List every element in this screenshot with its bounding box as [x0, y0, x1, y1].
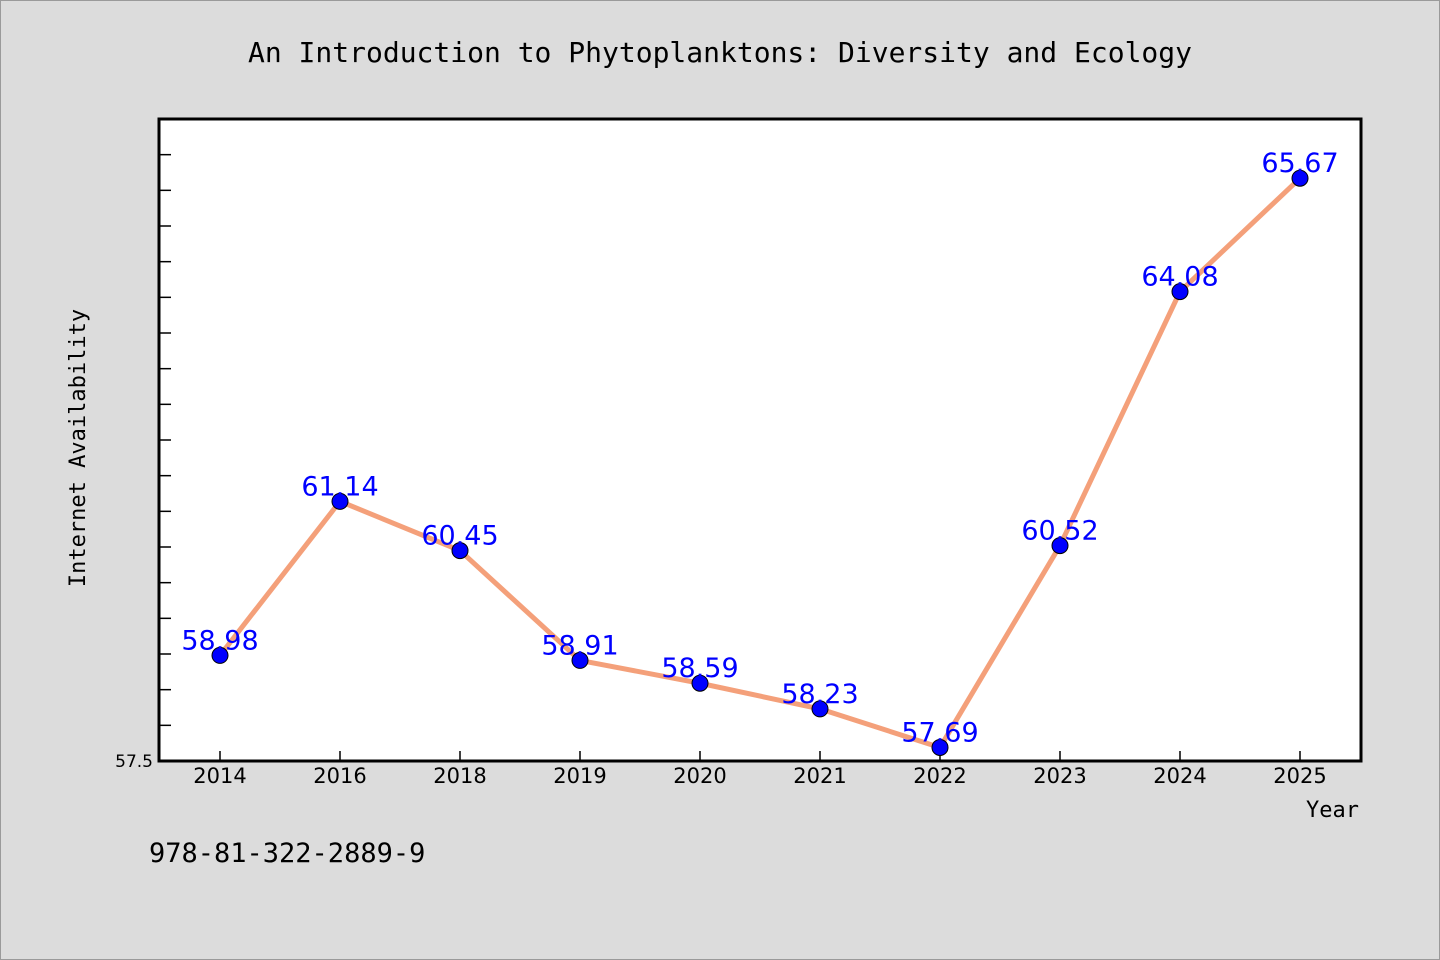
data-markers	[211, 169, 1309, 756]
data-labels: 58.98 61.14 60.45 58.91 58.59 58.23 57.69 60.52…	[181, 148, 1338, 748]
x-axis-ticks	[219, 751, 1301, 761]
x-tick-label-2022: 2022	[913, 764, 966, 788]
x-tick-label-2024: 2024	[1153, 764, 1206, 788]
data-point-2018	[451, 542, 469, 560]
data-point-2025	[1291, 169, 1309, 187]
y-tick-label: 57.5	[115, 752, 153, 772]
plot-area	[157, 117, 1363, 763]
x-tick-labels: 2014 2016 2018 2019 2020 2021 2022 2023 2024 2025	[193, 764, 1326, 788]
x-tick-label-2016: 2016	[313, 764, 366, 788]
x-axis-label: Year	[1306, 798, 1359, 823]
data-point-2020	[691, 674, 709, 692]
data-point-2021	[811, 700, 829, 718]
data-label-2022: 57.69	[901, 717, 978, 748]
y-axis-ticks	[159, 118, 171, 762]
x-tick-label-2021: 2021	[793, 764, 846, 788]
data-label-2020: 58.59	[661, 653, 738, 684]
data-point-2016	[331, 492, 349, 510]
data-label-2024: 64.08	[1141, 262, 1218, 293]
chart-title: An Introduction to Phytoplanktons: Diver…	[248, 36, 1192, 69]
data-label-2023: 60.52	[1021, 516, 1098, 547]
data-point-2022	[931, 738, 949, 756]
data-label-2014: 58.98	[181, 625, 258, 656]
data-label-2016: 61.14	[301, 471, 378, 502]
series-line	[217, 175, 1303, 750]
data-point-2019	[571, 651, 589, 669]
x-tick-label-2025: 2025	[1273, 764, 1326, 788]
y-axis-label: Internet Availability	[66, 309, 91, 587]
x-tick-label-2020: 2020	[673, 764, 726, 788]
x-tick-label-2019: 2019	[553, 764, 606, 788]
data-point-2024	[1171, 283, 1189, 301]
data-label-2018: 60.45	[421, 521, 498, 552]
isbn-footer: 978-81-322-2889-9	[149, 838, 425, 869]
data-label-2019: 58.91	[541, 630, 618, 661]
x-tick-label-2018: 2018	[433, 764, 486, 788]
data-label-2021: 58.23	[781, 679, 858, 710]
data-label-2025: 65.67	[1261, 148, 1338, 179]
data-point-2014	[211, 646, 229, 664]
x-tick-label-2014: 2014	[193, 764, 246, 788]
x-tick-label-2023: 2023	[1033, 764, 1086, 788]
data-point-2023	[1051, 537, 1069, 555]
